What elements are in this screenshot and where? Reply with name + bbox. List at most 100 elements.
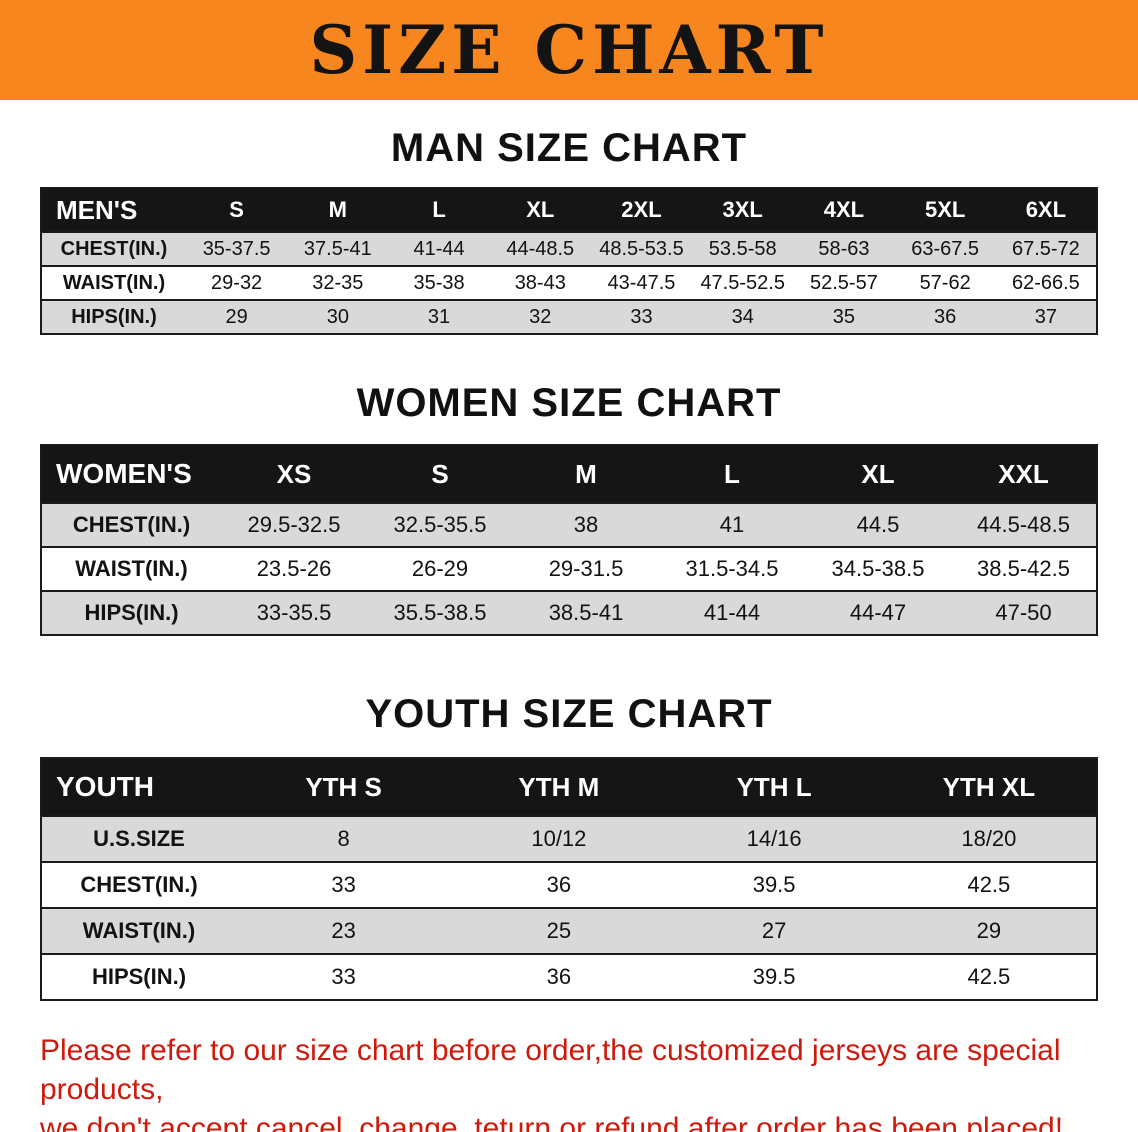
- size-header-cell: M: [287, 188, 389, 232]
- measurement-value-cell: 33: [236, 953, 452, 1000]
- measurement-value-cell: 41-44: [659, 590, 805, 635]
- measurement-value-cell: 39.5: [666, 953, 882, 1000]
- page-title: SIZE CHART: [309, 11, 829, 89]
- measurement-value-cell: 41-44: [388, 231, 490, 266]
- measurement-value-cell: 42.5: [881, 953, 1097, 1000]
- measurement-value-cell: 33: [590, 299, 693, 334]
- size-header-cell: YTH L: [666, 758, 882, 816]
- men-section: MAN SIZE CHART MEN'S S M L XL 2XL 3XL 4XL 5XL 6XL…: [0, 126, 1138, 335]
- size-header-cell: S: [367, 445, 513, 503]
- measurement-value-cell: 29: [186, 299, 288, 334]
- measurement-value-cell: 41: [659, 502, 805, 547]
- measurement-value-cell: 52.5-57: [793, 265, 895, 300]
- table-header-row: MEN'S S M L XL 2XL 3XL 4XL 5XL 6XL: [41, 188, 1097, 232]
- size-header-cell: L: [659, 445, 805, 503]
- measurement-label-cell: WAIST(IN.): [41, 546, 221, 591]
- measurement-value-cell: 35-37.5: [186, 231, 288, 266]
- men-size-table: MEN'S S M L XL 2XL 3XL 4XL 5XL 6XL CHEST(IN.) 35-37…: [40, 187, 1098, 335]
- banner: SIZE CHART: [0, 0, 1138, 100]
- size-header-cell: XL: [489, 188, 591, 232]
- measurement-label-cell: WAIST(IN.): [41, 907, 236, 954]
- size-header-cell: YTH M: [451, 758, 667, 816]
- measurement-value-cell: 39.5: [666, 861, 882, 908]
- measurement-value-cell: 47.5-52.5: [692, 265, 794, 300]
- table-title-cell: YOUTH: [41, 758, 236, 816]
- measurement-value-cell: 34: [692, 299, 794, 334]
- measurement-label-cell: HIPS(IN.): [41, 299, 186, 334]
- measurement-value-cell: 38.5-41: [513, 590, 659, 635]
- measurement-value-cell: 30: [287, 299, 389, 334]
- measurement-value-cell: 29-32: [186, 265, 288, 300]
- measurement-value-cell: 26-29: [367, 546, 513, 591]
- measurement-value-cell: 35: [793, 299, 895, 334]
- men-section-heading: MAN SIZE CHART: [390, 126, 748, 170]
- measurement-value-cell: 23: [236, 907, 452, 954]
- size-header-cell: YTH S: [236, 758, 452, 816]
- table-header-row: YOUTH YTH S YTH M YTH L YTH XL: [41, 758, 1097, 816]
- women-size-table: WOMEN'S XS S M L XL XXL CHEST(IN.) 29.5-32.5 32.5…: [40, 444, 1098, 636]
- measurement-value-cell: 29: [881, 907, 1097, 954]
- size-header-cell: 3XL: [692, 188, 794, 232]
- measurement-label-cell: CHEST(IN.): [41, 861, 236, 908]
- measurement-label-cell: U.S.SIZE: [41, 815, 236, 862]
- measurement-value-cell: 38: [513, 502, 659, 547]
- disclaimer-line-2: we don't accept cancel, change, teturn o…: [40, 1112, 1064, 1132]
- measurement-value-cell: 36: [894, 299, 996, 334]
- table-row: CHEST(IN.) 29.5-32.5 32.5-35.5 38 41 44.5 44.5…: [41, 502, 1097, 547]
- measurement-value-cell: 34.5-38.5: [805, 546, 951, 591]
- measurement-value-cell: 48.5-53.5: [590, 231, 693, 266]
- measurement-value-cell: 33-35.5: [221, 590, 367, 635]
- table-row: U.S.SIZE 8 10/12 14/16 18/20: [41, 815, 1097, 862]
- measurement-label-cell: CHEST(IN.): [41, 231, 186, 266]
- measurement-value-cell: 32.5-35.5: [367, 502, 513, 547]
- measurement-value-cell: 67.5-72: [995, 231, 1097, 266]
- size-header-cell: 5XL: [894, 188, 996, 232]
- youth-section: YOUTH SIZE CHART YOUTH YTH S YTH M YTH L YTH…: [0, 692, 1138, 1001]
- table-row: HIPS(IN.) 29 30 31 32 33 34 35 36 37: [41, 299, 1097, 334]
- measurement-value-cell: 44.5-48.5: [951, 502, 1097, 547]
- size-header-cell: XXL: [951, 445, 1097, 503]
- measurement-value-cell: 35.5-38.5: [367, 590, 513, 635]
- measurement-label-cell: HIPS(IN.): [41, 590, 221, 635]
- measurement-value-cell: 35-38: [388, 265, 490, 300]
- measurement-value-cell: 32: [489, 299, 591, 334]
- size-header-cell: 2XL: [590, 188, 693, 232]
- table-row: WAIST(IN.) 29-32 32-35 35-38 38-43 43-47.5 47.…: [41, 265, 1097, 300]
- measurement-value-cell: 25: [451, 907, 667, 954]
- measurement-value-cell: 44-48.5: [489, 231, 591, 266]
- table-row: WAIST(IN.) 23 25 27 29: [41, 907, 1097, 954]
- measurement-value-cell: 31: [388, 299, 490, 334]
- measurement-value-cell: 10/12: [451, 815, 667, 862]
- measurement-value-cell: 42.5: [881, 861, 1097, 908]
- measurement-label-cell: WAIST(IN.): [41, 265, 186, 300]
- table-title-cell: MEN'S: [41, 188, 186, 232]
- measurement-value-cell: 47-50: [951, 590, 1097, 635]
- size-header-cell: XL: [805, 445, 951, 503]
- measurement-value-cell: 44.5: [805, 502, 951, 547]
- measurement-value-cell: 32-35: [287, 265, 389, 300]
- size-header-cell: L: [388, 188, 490, 232]
- women-section-heading: WOMEN SIZE CHART: [356, 381, 782, 425]
- size-header-cell: YTH XL: [881, 758, 1097, 816]
- measurement-value-cell: 37: [995, 299, 1097, 334]
- table-row: HIPS(IN.) 33 36 39.5 42.5: [41, 953, 1097, 1000]
- disclaimer-line-1: Please refer to our size chart before or…: [40, 1034, 1061, 1106]
- measurement-value-cell: 58-63: [793, 231, 895, 266]
- measurement-value-cell: 36: [451, 861, 667, 908]
- table-row: CHEST(IN.) 33 36 39.5 42.5: [41, 861, 1097, 908]
- youth-size-table: YOUTH YTH S YTH M YTH L YTH XL U.S.SIZE 8 10/12…: [40, 757, 1098, 1001]
- table-header-row: WOMEN'S XS S M L XL XXL: [41, 445, 1097, 503]
- measurement-value-cell: 57-62: [894, 265, 996, 300]
- women-section: WOMEN SIZE CHART WOMEN'S XS S M L XL XXL CHEST(…: [0, 381, 1138, 636]
- size-header-cell: XS: [221, 445, 367, 503]
- measurement-value-cell: 29.5-32.5: [221, 502, 367, 547]
- table-row: HIPS(IN.) 33-35.5 35.5-38.5 38.5-41 41-44 44-…: [41, 590, 1097, 635]
- measurement-value-cell: 27: [666, 907, 882, 954]
- measurement-value-cell: 23.5-26: [221, 546, 367, 591]
- youth-section-heading: YOUTH SIZE CHART: [365, 692, 773, 736]
- measurement-value-cell: 14/16: [666, 815, 882, 862]
- size-header-cell: S: [186, 188, 288, 232]
- measurement-value-cell: 36: [451, 953, 667, 1000]
- measurement-value-cell: 31.5-34.5: [659, 546, 805, 591]
